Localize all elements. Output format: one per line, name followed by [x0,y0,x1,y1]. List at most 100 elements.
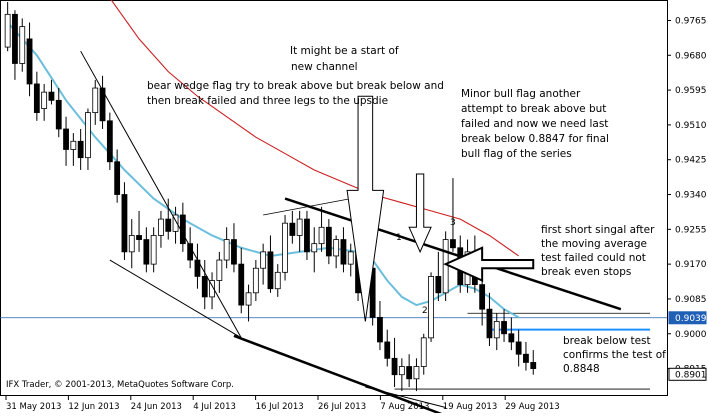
price-badge-label: 0.9039 [675,314,707,324]
candle-body [289,222,296,236]
candle-body [12,13,18,64]
candle-body [63,128,69,150]
y-tick-label: 0.9425 [675,156,707,166]
wedge-lower-line [109,259,242,339]
trendlines [80,50,622,417]
candle-body [311,243,318,253]
candle-body [384,341,391,359]
x-axis: 31 May 2013 12 Jun 2013 24 Jun 2013 4 Jul 2… [5,396,560,412]
annotation-text: confirms the test of [563,349,666,361]
candle-body [216,259,223,281]
copyright-text: IFX Trader, © 2001-2013, MetaQuotes Soft… [6,380,234,390]
candle-body [99,87,106,122]
candle-body [333,239,340,257]
candle-body [121,194,128,253]
candle-body [128,235,135,253]
candle-body [106,120,113,163]
y-tick-label: 0.9255 [675,225,707,235]
candle-body [296,218,303,236]
candle-body [223,239,230,261]
y-axis: 0.9765 0.9680 0.9595 0.9510 0.9425 0.9340 0.92… [667,16,707,381]
leg-label: 2 [422,306,428,316]
candle-body [530,362,537,369]
candle-body [19,26,26,64]
candle-body [136,235,142,240]
annotation-text: bull flag of the series [461,148,572,160]
candle-body [282,222,288,273]
down-arrow-callout [346,95,385,322]
annotation-text: then break failed and three legs to the … [147,95,388,107]
candle-body [479,284,486,310]
candle-body [493,321,500,339]
x-tick-label: 4 Jul 2013 [193,402,236,412]
x-tick-label: 16 Jul 2013 [256,402,304,412]
y-tick-label: 0.9085 [675,295,707,305]
candle-body [304,218,310,253]
candle-body [165,218,172,232]
candle-body [143,239,150,265]
annotation-text: new channel [291,61,358,73]
x-tick-label: 12 Jun 2013 [68,402,119,412]
y-tick-label: 0.9340 [675,191,707,201]
candle-body [325,226,332,257]
candle-body [442,239,449,294]
channel-base-line [365,386,446,408]
candle-body [398,366,405,376]
candle-body [267,251,274,290]
y-tick-label: 0.9765 [675,16,707,26]
candle-body [413,366,420,380]
x-tick-label: 26 Jul 2013 [318,402,366,412]
annotation-text: failed and now we need last [461,118,608,130]
moving-average-line-1 [110,0,519,257]
annotation-text: bear wedge flag try to break above but b… [147,80,444,92]
annotation-text: the moving average [541,238,647,250]
candle-body [435,276,442,294]
x-tick-label: 7 Aug 2013 [380,402,429,412]
candle-body [406,366,413,380]
annotation-text: first short singal after [541,224,655,236]
candle-body [33,83,40,114]
annotation-text: break below 0.8847 for final [461,133,609,145]
candle-body [4,13,11,48]
annotation-text: break below test [563,335,651,347]
candle-body [26,38,33,85]
y-tick-label: 0.9170 [675,260,707,270]
candle-body [85,112,91,159]
candle-body [179,214,186,245]
x-tick-label: 19 Aug 2013 [443,402,497,412]
candle-body [340,239,347,265]
candle-body [245,292,252,306]
candle-body [515,341,522,355]
candle-body [486,308,493,339]
candle-body [450,239,456,249]
leg-label: 3 [450,218,456,228]
x-tick-label: 31 May 2013 [6,402,61,412]
candle-body [391,357,398,376]
candle-body [77,140,84,159]
candle-body [252,267,259,294]
small-down-arrow [408,173,432,254]
y-tick-label: 0.9000 [675,330,707,340]
candle-body [201,276,208,298]
price-badge [668,367,707,381]
candle-body [377,316,383,343]
wedge-upper-line [80,50,242,339]
candle-body [231,239,237,265]
annotation-text: break even stops [541,266,631,278]
candle-body [41,91,48,109]
x-tick-label: 24 Jun 2013 [131,402,182,412]
annotations: It might be a start of new channel bear we… [147,45,666,375]
candle-body [347,251,354,265]
candle-body [318,226,325,245]
candle-body [48,91,55,101]
candle-body [158,218,164,236]
candle-body [260,251,267,269]
price-badge-label: 0.8901 [675,370,707,380]
candle-body [523,353,529,363]
price-badge [668,311,707,325]
annotation-text: Minor bull flag another [461,88,581,100]
y-tick-label: 0.9510 [675,121,707,131]
annotation-text: test failed could not [541,252,646,264]
